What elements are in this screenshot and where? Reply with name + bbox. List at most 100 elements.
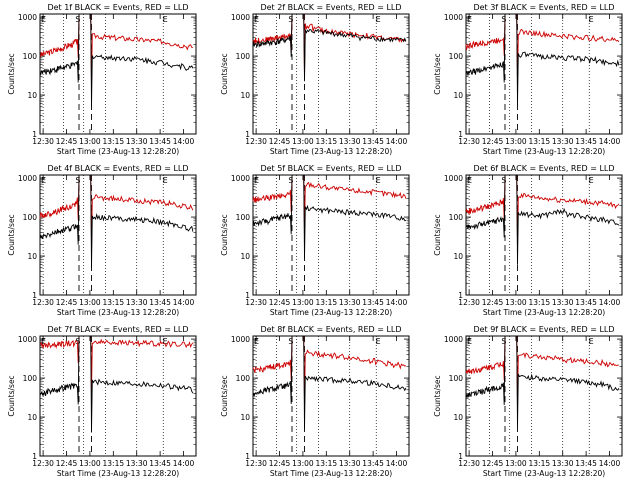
y-tick-label: 1000 (444, 174, 463, 183)
x-tick-label: 13:15 (529, 298, 551, 307)
y-tick-label: 100 (449, 52, 464, 61)
series-lld-red (465, 335, 619, 406)
x-tick-label: 13:15 (103, 137, 125, 146)
event-marker: E (589, 337, 594, 346)
x-tick-label: 13:45 (149, 298, 171, 307)
x-tick-label: 12:45 (56, 298, 78, 307)
x-tick-label: 13:15 (103, 459, 125, 468)
x-tick-label: 14:00 (599, 137, 621, 146)
y-tick-label: 1000 (231, 335, 250, 344)
y-tick-label: 10 (453, 91, 463, 100)
x-tick-label: 14:00 (173, 298, 195, 307)
panel-9: Det 9f BLACK = Events, RED = LLD 1 10 100 10… (433, 325, 623, 478)
x-tick-label: 13:45 (362, 137, 384, 146)
series-events-black (252, 335, 407, 429)
x-tick-label: 12:30 (32, 137, 54, 146)
x-tick-label: 12:45 (56, 137, 78, 146)
plot-frame (252, 13, 410, 135)
y-tick-label: 100 (236, 52, 251, 61)
series-lld-red (252, 174, 407, 235)
y-axis-label: Counts/sec (220, 214, 229, 255)
x-tick-label: 14:00 (173, 137, 195, 146)
x-tick-label: 14:00 (599, 298, 621, 307)
y-tick-label: 10 (27, 252, 37, 261)
y-tick-label: 1 (32, 130, 37, 139)
y-tick-label: 1000 (444, 335, 463, 344)
y-axis-label: Counts/sec (7, 53, 16, 94)
x-axis-label: Start Time (23-Aug-13 12:28:20) (57, 308, 179, 317)
series-events-black (465, 335, 620, 428)
y-tick-label: 100 (23, 213, 38, 222)
y-tick-label: 10 (27, 91, 37, 100)
x-tick-label: 14:00 (386, 298, 408, 307)
y-tick-label: 1 (458, 130, 463, 139)
x-tick-label: 13:30 (126, 298, 148, 307)
series-lld-red (39, 174, 194, 248)
y-tick-label: 1000 (231, 174, 250, 183)
y-tick-label: 100 (23, 374, 38, 383)
x-tick-label: 13:30 (339, 137, 361, 146)
panel-title: Det 3f BLACK = Events, RED = LLD (473, 3, 614, 12)
x-tick-label: 14:00 (599, 459, 621, 468)
series-lld-red (252, 13, 407, 77)
event-marker: E (467, 337, 472, 346)
panel-title: Det 6f BLACK = Events, RED = LLD (473, 164, 614, 173)
x-tick-label: 14:00 (386, 459, 408, 468)
series-events-black (39, 335, 194, 433)
panel-3: Det 3f BLACK = Events, RED = LLD 1 10 100 10… (433, 3, 623, 156)
series-events-black (39, 13, 194, 107)
x-axis-label: Start Time (23-Aug-13 12:28:20) (270, 147, 392, 156)
y-axis-label: Counts/sec (7, 214, 16, 255)
x-tick-label: 14:00 (386, 137, 408, 146)
event-marker: S (75, 15, 80, 24)
plot-frame (252, 335, 410, 457)
y-tick-label: 1000 (444, 13, 463, 22)
event-marker: E (163, 176, 168, 185)
y-tick-label: 1 (32, 452, 37, 461)
x-tick-label: 13:30 (126, 459, 148, 468)
panel-title: Det 9f BLACK = Events, RED = LLD (473, 325, 614, 334)
x-axis-label: Start Time (23-Aug-13 12:28:20) (270, 469, 392, 478)
x-tick-label: 12:45 (269, 137, 291, 146)
x-tick-label: 13:15 (529, 137, 551, 146)
y-axis-label: Counts/sec (433, 53, 442, 94)
panel-4: Det 4f BLACK = Events, RED = LLD 1 10 100 10… (7, 164, 197, 317)
x-tick-label: 12:45 (482, 459, 504, 468)
x-tick-label: 13:45 (149, 459, 171, 468)
x-tick-label: 13:30 (339, 459, 361, 468)
event-marker: S (75, 337, 80, 346)
x-tick-label: 13:00 (505, 298, 527, 307)
y-tick-label: 1 (245, 452, 250, 461)
event-marker: E (589, 15, 594, 24)
event-marker: E (589, 176, 594, 185)
event-marker: S (501, 15, 506, 24)
y-tick-label: 10 (453, 252, 463, 261)
x-tick-label: 13:45 (575, 298, 597, 307)
y-tick-label: 1000 (231, 13, 250, 22)
event-marker: E (254, 176, 259, 185)
y-tick-label: 1 (458, 291, 463, 300)
x-tick-label: 13:00 (79, 137, 101, 146)
x-tick-label: 13:00 (292, 137, 314, 146)
y-tick-label: 1000 (18, 174, 37, 183)
series-events-black (39, 174, 194, 268)
event-marker: S (288, 15, 293, 24)
x-axis-label: Start Time (23-Aug-13 12:28:20) (57, 469, 179, 478)
x-tick-label: 12:30 (245, 298, 267, 307)
series-lld-red (252, 335, 407, 404)
y-axis-label: Counts/sec (433, 375, 442, 416)
y-tick-label: 10 (240, 91, 250, 100)
y-tick-label: 1 (32, 291, 37, 300)
event-marker: S (288, 337, 293, 346)
panel-title: Det 5f BLACK = Events, RED = LLD (260, 164, 401, 173)
plot-frame (465, 174, 623, 296)
event-marker: S (75, 176, 80, 185)
y-tick-label: 1000 (18, 13, 37, 22)
y-tick-label: 10 (27, 413, 37, 422)
x-tick-label: 13:00 (292, 459, 314, 468)
series-events-black (465, 174, 620, 265)
x-tick-label: 13:30 (339, 298, 361, 307)
panel-5: Det 5f BLACK = Events, RED = LLD 1 10 100 10… (220, 164, 410, 317)
plot-frame (39, 174, 197, 296)
y-axis-label: Counts/sec (433, 214, 442, 255)
